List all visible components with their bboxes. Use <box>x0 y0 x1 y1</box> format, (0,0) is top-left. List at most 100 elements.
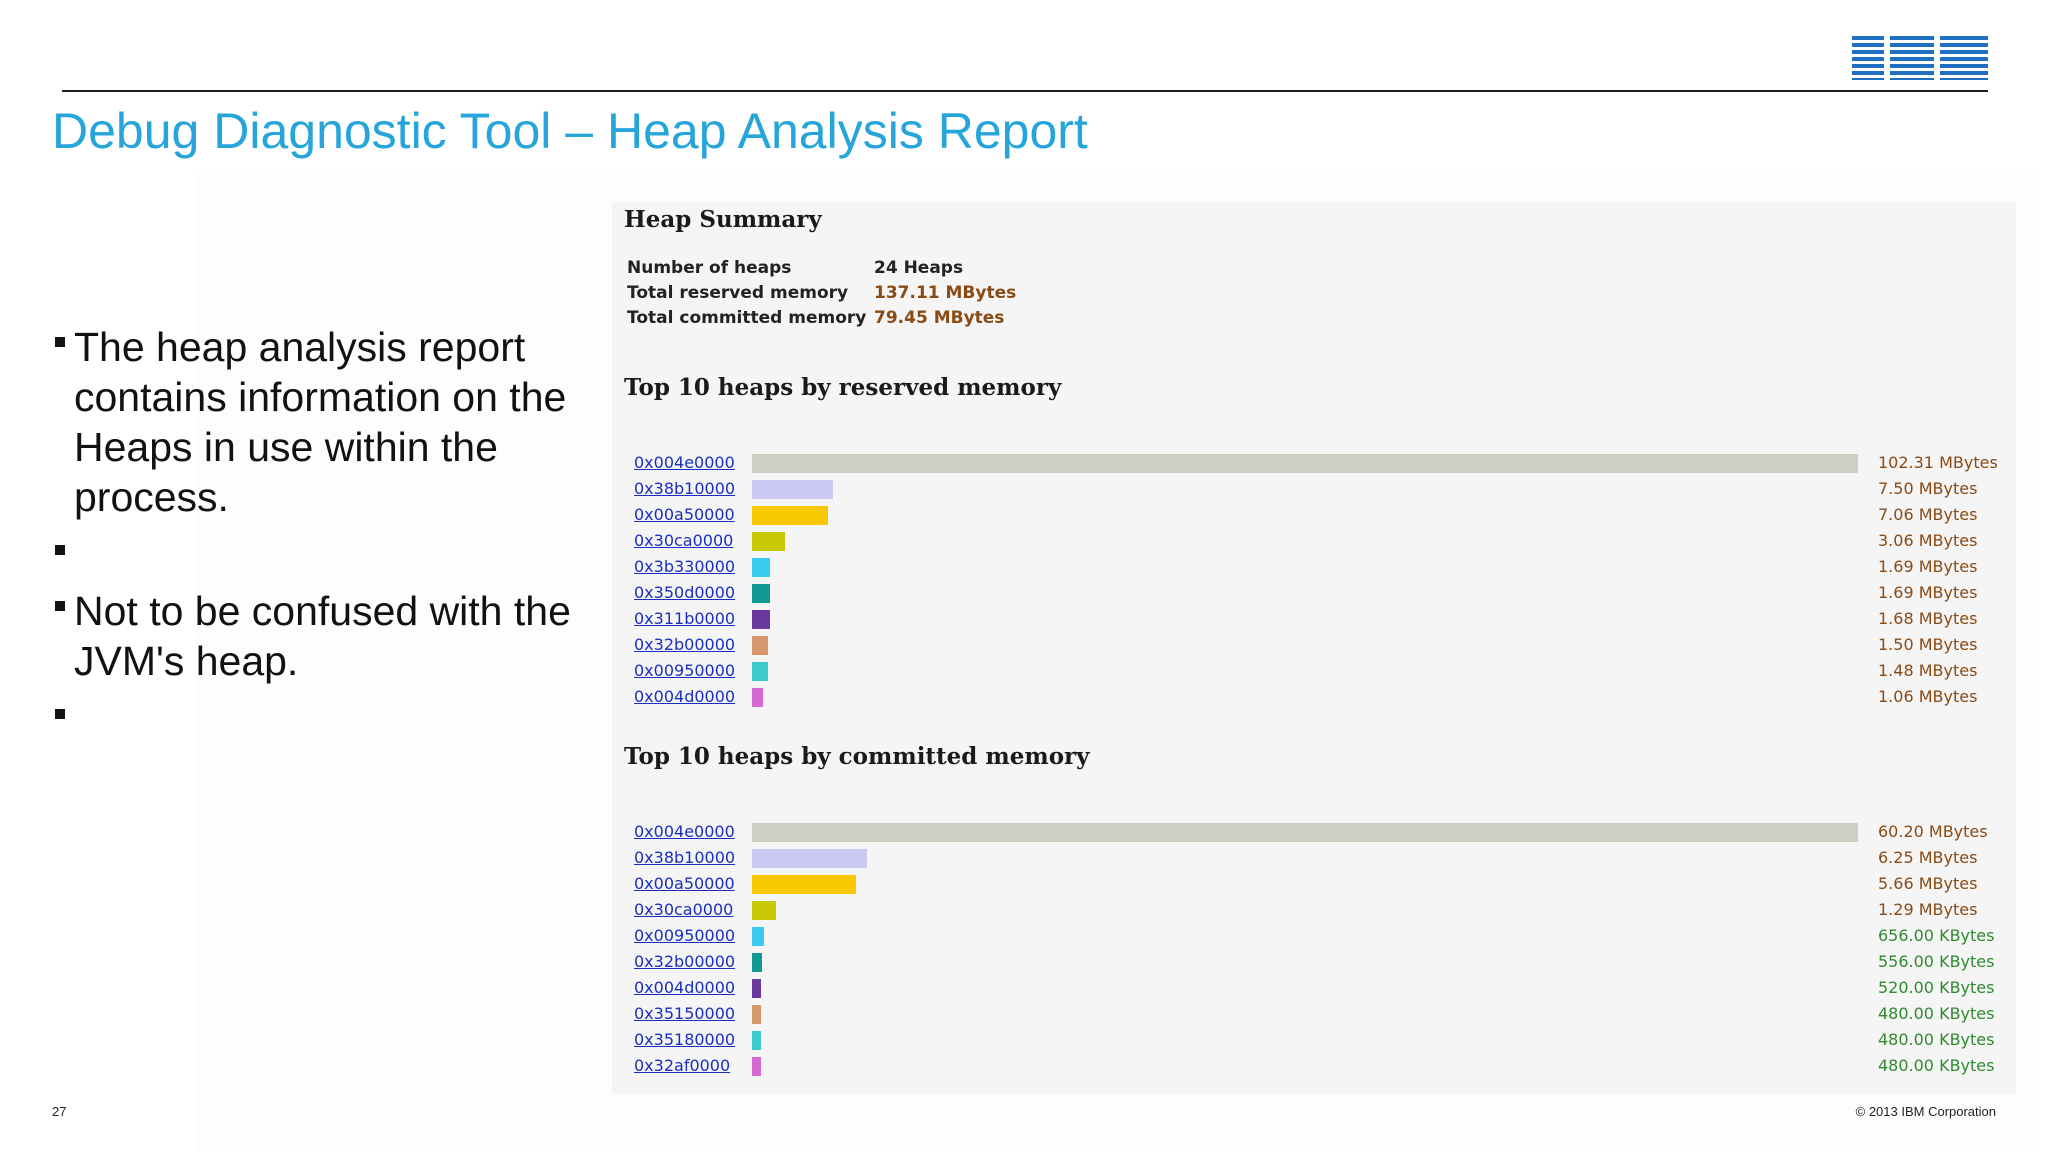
heap-address-link[interactable]: 0x00950000 <box>634 661 736 680</box>
heap-address-link[interactable]: 0x35180000 <box>634 1030 736 1049</box>
summary-label: Total reserved memory <box>627 283 849 303</box>
heap-size-bar <box>752 584 770 603</box>
heap-address-link[interactable]: 0x38b10000 <box>634 848 736 867</box>
heap-address-link[interactable]: 0x00a50000 <box>634 874 735 893</box>
heap-row: 0x004d0000 1.06 MBytes <box>612 684 2016 710</box>
title-rule <box>62 90 1988 92</box>
heap-size-label: 3.06 MBytes <box>1878 531 1978 550</box>
heap-size-label: 656.00 KBytes <box>1878 926 1995 945</box>
heap-size-bar <box>752 875 856 894</box>
reserved-heading: Top 10 heaps by reserved memory <box>624 374 1062 401</box>
heap-size-label: 480.00 KBytes <box>1878 1030 1995 1049</box>
heap-size-label: 480.00 KBytes <box>1878 1004 1995 1023</box>
heap-row: 0x00950000 1.48 MBytes <box>612 658 2016 684</box>
heap-size-label: 1.69 MBytes <box>1878 583 1978 602</box>
bullet-marker <box>55 601 65 611</box>
heap-size-label: 102.31 MBytes <box>1878 453 1998 472</box>
bullet-marker <box>55 337 65 347</box>
heap-row: 0x35150000 480.00 KBytes <box>612 1001 2016 1027</box>
heap-size-label: 60.20 MBytes <box>1878 822 1988 841</box>
heap-row: 0x38b10000 7.50 MBytes <box>612 476 2016 502</box>
heap-address-link[interactable]: 0x350d0000 <box>634 583 736 602</box>
heap-size-bar <box>752 823 1858 842</box>
heap-row: 0x004e0000 60.20 MBytes <box>612 819 2016 845</box>
copyright: © 2013 IBM Corporation <box>1855 1104 1996 1119</box>
heap-size-bar <box>752 901 776 920</box>
heap-size-label: 520.00 KBytes <box>1878 978 1995 997</box>
heap-address-link[interactable]: 0x004e0000 <box>634 822 735 841</box>
heap-row: 0x32b00000 1.50 MBytes <box>612 632 2016 658</box>
heap-size-label: 6.25 MBytes <box>1878 848 1978 867</box>
heap-address-link[interactable]: 0x004e0000 <box>634 453 735 472</box>
heap-size-label: 480.00 KBytes <box>1878 1056 1995 1075</box>
summary-row: Number of heaps 24 Heaps <box>627 256 1016 281</box>
heap-row: 0x00950000 656.00 KBytes <box>612 923 2016 949</box>
heap-size-bar <box>752 558 770 577</box>
summary-label: Total committed memory <box>627 308 867 328</box>
heap-row: 0x3b330000 1.69 MBytes <box>612 554 2016 580</box>
bullet-item: Not to be confused with the JVM's heap. <box>52 586 572 686</box>
heap-address-link[interactable]: 0x32b00000 <box>634 635 736 654</box>
heap-summary-table: Number of heaps 24 Heaps Total reserved … <box>627 256 1016 331</box>
heap-size-label: 1.29 MBytes <box>1878 900 1978 919</box>
heap-size-bar <box>752 953 762 972</box>
heap-size-bar <box>752 1031 761 1050</box>
heap-address-link[interactable]: 0x004d0000 <box>634 687 736 706</box>
summary-value: 79.45 MBytes <box>874 308 1005 328</box>
heap-row: 0x30ca0000 3.06 MBytes <box>612 528 2016 554</box>
heap-size-bar <box>752 662 768 681</box>
heap-address-link[interactable]: 0x38b10000 <box>634 479 736 498</box>
summary-value: 24 Heaps <box>874 258 964 278</box>
slide-title: Debug Diagnostic Tool – Heap Analysis Re… <box>52 103 1088 159</box>
heap-size-bar <box>752 610 770 629</box>
heap-summary-heading: Heap Summary <box>624 206 822 233</box>
heap-size-bar <box>752 979 761 998</box>
heap-address-link[interactable]: 0x30ca0000 <box>634 900 734 919</box>
page-number: 27 <box>52 1104 67 1119</box>
heap-row: 0x350d0000 1.69 MBytes <box>612 580 2016 606</box>
heap-row: 0x00a50000 5.66 MBytes <box>612 871 2016 897</box>
heap-size-label: 1.48 MBytes <box>1878 661 1978 680</box>
heap-size-bar <box>752 849 867 868</box>
summary-row: Total reserved memory 137.11 MBytes <box>627 281 1016 306</box>
heap-size-label: 1.69 MBytes <box>1878 557 1978 576</box>
heap-size-bar <box>752 1005 761 1024</box>
heap-address-link[interactable]: 0x00950000 <box>634 926 736 945</box>
heap-size-bar <box>752 454 1858 473</box>
heap-size-bar <box>752 480 833 499</box>
heap-row: 0x32af0000 480.00 KBytes <box>612 1053 2016 1079</box>
heap-size-bar <box>752 688 763 707</box>
heap-row: 0x38b10000 6.25 MBytes <box>612 845 2016 871</box>
committed-heading: Top 10 heaps by committed memory <box>624 743 1090 770</box>
heap-address-link[interactable]: 0x35150000 <box>634 1004 736 1023</box>
heap-size-label: 7.06 MBytes <box>1878 505 1978 524</box>
bullet-item <box>52 530 572 586</box>
heap-address-link[interactable]: 0x00a50000 <box>634 505 735 524</box>
heap-address-link[interactable]: 0x311b0000 <box>634 609 736 628</box>
bullet-item: The heap analysis report contains inform… <box>52 322 572 522</box>
bullet-text: The heap analysis report contains inform… <box>74 324 567 520</box>
heap-size-label: 1.50 MBytes <box>1878 635 1978 654</box>
heap-size-label: 5.66 MBytes <box>1878 874 1978 893</box>
summary-value: 137.11 MBytes <box>874 283 1017 303</box>
heap-size-label: 1.06 MBytes <box>1878 687 1978 706</box>
heap-row: 0x311b0000 1.68 MBytes <box>612 606 2016 632</box>
heap-address-link[interactable]: 0x32af0000 <box>634 1056 731 1075</box>
heap-row: 0x35180000 480.00 KBytes <box>612 1027 2016 1053</box>
heap-size-bar <box>752 927 764 946</box>
heap-row: 0x004d0000 520.00 KBytes <box>612 975 2016 1001</box>
bullet-marker <box>55 545 65 555</box>
heap-address-link[interactable]: 0x30ca0000 <box>634 531 734 550</box>
heap-row: 0x32b00000 556.00 KBytes <box>612 949 2016 975</box>
heap-report-screenshot: Heap Summary Number of heaps 24 Heaps To… <box>612 202 2016 1094</box>
bullet-list: The heap analysis report contains inform… <box>52 322 572 750</box>
heap-size-bar <box>752 506 828 525</box>
ibm-logo <box>1852 36 1988 80</box>
heap-size-label: 556.00 KBytes <box>1878 952 1995 971</box>
heap-size-label: 1.68 MBytes <box>1878 609 1978 628</box>
heap-address-link[interactable]: 0x3b330000 <box>634 557 736 576</box>
bullet-marker <box>55 709 65 719</box>
heap-address-link[interactable]: 0x004d0000 <box>634 978 736 997</box>
heap-address-link[interactable]: 0x32b00000 <box>634 952 736 971</box>
heap-size-bar <box>752 1057 761 1076</box>
